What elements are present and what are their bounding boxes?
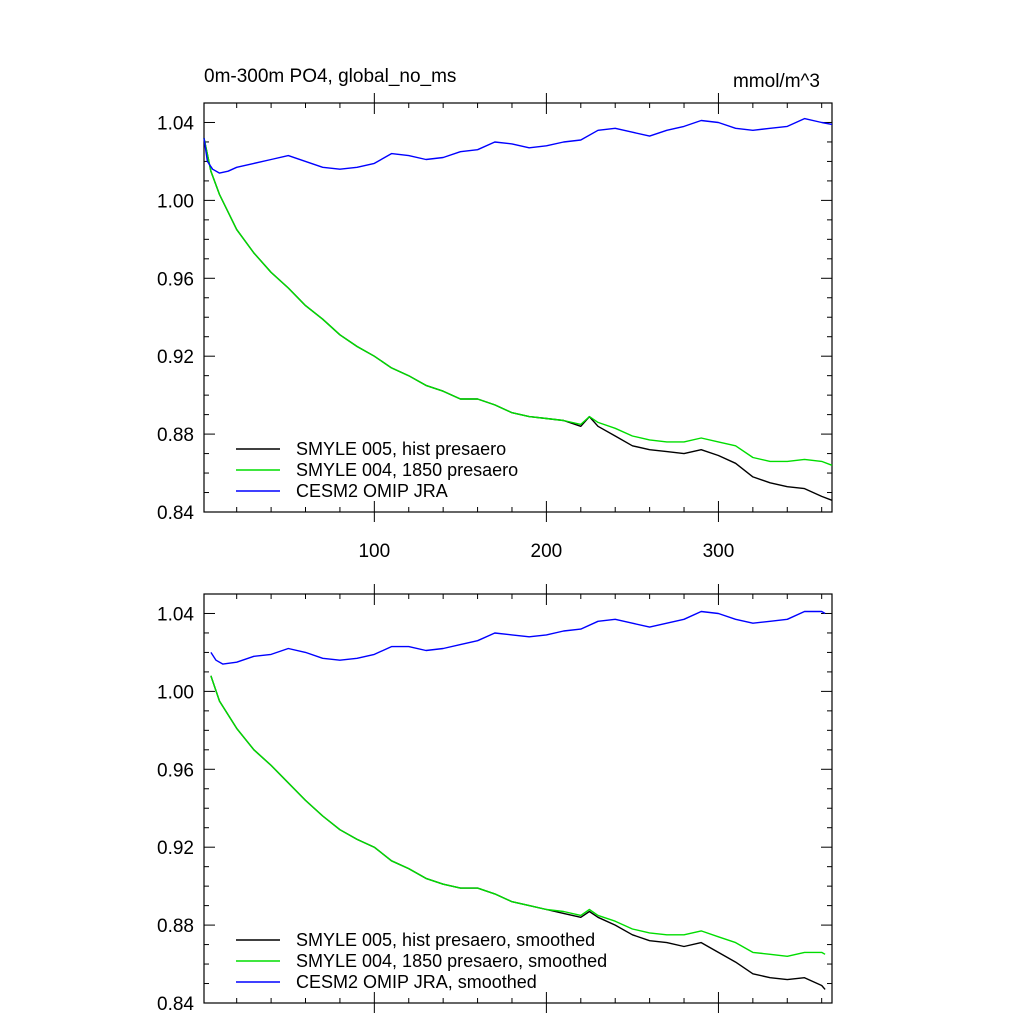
y-tick-label: 0.96 bbox=[157, 760, 194, 781]
y-tick-label: 0.92 bbox=[157, 347, 194, 368]
y-tick-label: 0.88 bbox=[157, 916, 194, 937]
y-tick-label: 0.96 bbox=[157, 269, 194, 290]
legend-label: SMYLE 004, 1850 presaero, smoothed bbox=[296, 951, 607, 971]
units-label: mmol/m^3 bbox=[733, 71, 820, 92]
x-tick-label: 100 bbox=[358, 541, 390, 562]
series-line-2 bbox=[203, 137, 833, 466]
legend-label: SMYLE 005, hist presaero bbox=[296, 439, 506, 459]
plot-frame-1 bbox=[203, 102, 833, 513]
legend-label: SMYLE 005, hist presaero, smoothed bbox=[296, 930, 595, 950]
series-line-3 bbox=[203, 117, 833, 174]
x-tick-label: 200 bbox=[531, 541, 563, 562]
legend-label: CESM2 OMIP JRA, smoothed bbox=[296, 972, 537, 992]
y-tick-label: 1.00 bbox=[157, 191, 194, 212]
y-tick-label: 1.04 bbox=[157, 604, 194, 625]
y-tick-label: 0.84 bbox=[157, 503, 194, 524]
legend-label: SMYLE 004, 1850 presaero bbox=[296, 460, 518, 480]
series-line-2 bbox=[210, 675, 826, 957]
y-tick-label: 0.84 bbox=[157, 994, 194, 1015]
legend-label: CESM2 OMIP JRA bbox=[296, 481, 448, 501]
y-tick-label: 1.00 bbox=[157, 682, 194, 703]
x-tick-label: 300 bbox=[703, 541, 735, 562]
y-tick-label: 0.88 bbox=[157, 425, 194, 446]
y-tick-label: 1.04 bbox=[157, 113, 194, 134]
plot-frame-2 bbox=[203, 593, 833, 1004]
y-tick-label: 0.92 bbox=[157, 838, 194, 859]
chart-title: 0m-300m PO4, global_no_ms bbox=[204, 66, 456, 87]
series-line-3 bbox=[210, 610, 826, 665]
